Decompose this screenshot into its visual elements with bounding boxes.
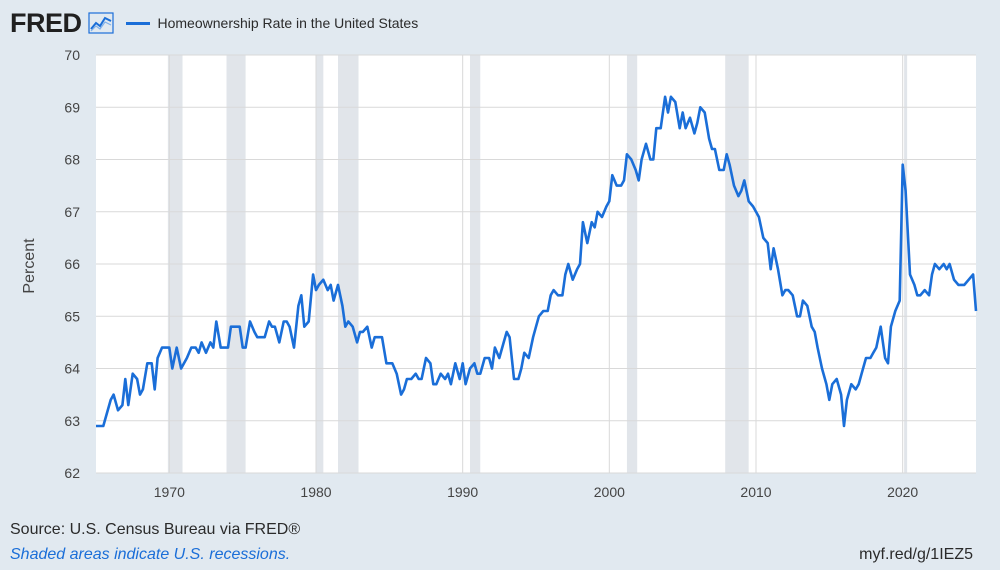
y-tick-label-66: 66 [64,256,80,272]
line-chart: 62 63 64 65 66 67 68 69 70 1970 1980 1990 2000 2010 2… [21,47,978,500]
series-line-homeownership [96,95,978,428]
legend-swatch [125,21,150,25]
y-tick-label-63: 63 [64,413,80,429]
x-axis-ticks: 1970 1980 1990 2000 2010 2020 [154,484,919,500]
y-axis-title: Percent [21,238,38,294]
x-tick-label-2000: 2000 [594,484,625,500]
line-graph-icon [87,12,114,34]
x-tick-label-1990: 1990 [447,484,478,500]
y-tick-label-70: 70 [64,47,80,63]
source-text: Source: U.S. Census Bureau via FRED® [10,521,301,538]
legend-series-label: Homeownership Rate in the United States [157,15,419,31]
y-tick-label-68: 68 [64,152,80,168]
y-tick-label-65: 65 [64,308,80,324]
x-tick-label-1970: 1970 [154,484,185,500]
chart-legend: Homeownership Rate in the United States [125,15,419,31]
y-tick-label-62: 62 [64,465,80,481]
x-tick-label-2010: 2010 [740,484,771,500]
grid-lines [96,54,976,474]
fred-logo[interactable]: FRED [10,7,82,38]
y-axis-ticks: 62 63 64 65 66 67 68 69 70 [64,47,80,481]
x-tick-label-1980: 1980 [300,484,331,500]
x-tick-label-2020: 2020 [887,484,918,500]
short-url[interactable]: myf.red/g/1IEZ5 [859,546,973,563]
y-tick-label-69: 69 [64,99,80,115]
y-tick-label-67: 67 [64,204,80,220]
chart-header: FRED Homeownership Rate in the United St… [10,6,418,40]
y-tick-label-64: 64 [64,361,80,377]
recession-note: Shaded areas indicate U.S. recessions. [10,546,291,563]
